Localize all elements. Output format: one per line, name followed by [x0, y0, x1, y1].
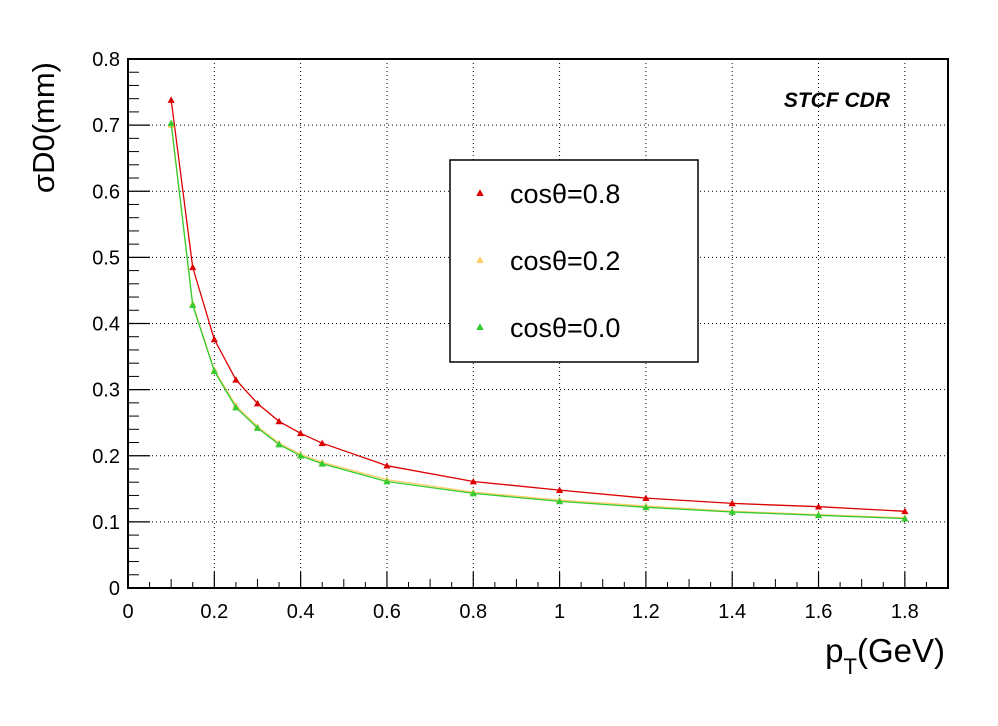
- y-tick-label: 0.4: [92, 314, 120, 336]
- legend-box: [449, 159, 699, 363]
- annotation-label: STCF CDR: [784, 89, 891, 112]
- y-tick-label: 0.1: [92, 512, 120, 534]
- x-axis-title: pT(GeV): [825, 632, 945, 679]
- data-point: [318, 439, 326, 447]
- legend-marker: [476, 189, 484, 197]
- data-point: [814, 503, 823, 510]
- x-tick-label: 0: [122, 601, 133, 623]
- data-point: [275, 417, 283, 425]
- svg-text:pT(GeV): pT(GeV): [825, 632, 945, 679]
- x-axis-title-main: p: [825, 632, 843, 669]
- legend-label: cosθ=0.8: [510, 179, 620, 209]
- data-point: [210, 367, 218, 374]
- data-point: [232, 403, 240, 411]
- data-point: [275, 440, 283, 448]
- data-point: [814, 511, 823, 519]
- legend-label: cosθ=0.2: [510, 246, 620, 276]
- grid: [128, 59, 948, 588]
- series-0: [167, 96, 909, 515]
- data-point: [901, 507, 909, 515]
- data-point: [210, 335, 218, 343]
- legend-label: cosθ=0.0: [510, 313, 620, 343]
- data-point: [469, 477, 477, 485]
- x-tick-label: 0.4: [287, 601, 315, 623]
- data-point: [642, 494, 650, 501]
- data-point: [728, 508, 736, 515]
- x-tick-label: 1.8: [891, 601, 919, 623]
- data-point: [167, 119, 175, 127]
- legend: cosθ=0.8 cosθ=0.2 cosθ=0.0: [449, 159, 699, 363]
- data-point: [297, 429, 305, 437]
- data-point: [469, 489, 477, 497]
- data-point: [253, 424, 262, 431]
- legend-marker: [476, 323, 484, 331]
- data-point: [232, 376, 240, 383]
- data-point: [383, 462, 391, 469]
- x-axis-title-sub: T: [844, 654, 857, 679]
- x-tick-label: 1.4: [718, 601, 746, 623]
- x-tick-label: 0.8: [459, 601, 487, 623]
- data-point: [642, 503, 650, 511]
- x-tick-label: 1: [554, 601, 565, 623]
- y-tick-label: 0.5: [92, 247, 120, 269]
- legend-marker: [476, 256, 484, 264]
- y-tick-label: 0.8: [92, 49, 120, 71]
- data-point: [318, 460, 326, 467]
- data-point: [167, 96, 175, 103]
- series-2: [167, 119, 909, 522]
- y-tick-label: 0.7: [92, 115, 120, 137]
- data-point: [728, 499, 736, 507]
- x-tick-label: 0.6: [373, 601, 401, 623]
- data-point: [555, 486, 564, 494]
- y-tick-label: 0: [109, 578, 120, 600]
- ticks: 0 0.2 0.4 0.6 0.8 1 1.2 1.4 1.6 1.8 0 0.1 0.2 0.3 0.4 0…: [92, 49, 949, 623]
- data-point: [555, 497, 564, 505]
- data-point: [297, 452, 305, 459]
- x-tick-label: 1.6: [805, 601, 833, 623]
- y-axis-title: σD0(mm): [26, 62, 61, 193]
- series-layer: [167, 96, 909, 522]
- y-tick-label: 0.6: [92, 181, 120, 203]
- data-point: [383, 477, 391, 485]
- data-point: [189, 301, 197, 308]
- x-axis-title-unit: (GeV): [857, 632, 945, 669]
- x-tick-label: 1.2: [632, 601, 660, 623]
- x-tick-label: 0.2: [200, 601, 228, 623]
- data-point: [253, 399, 262, 407]
- y-tick-label: 0.2: [92, 446, 120, 468]
- data-point: [901, 514, 909, 522]
- data-point: [189, 263, 197, 271]
- y-tick-label: 0.3: [92, 380, 120, 402]
